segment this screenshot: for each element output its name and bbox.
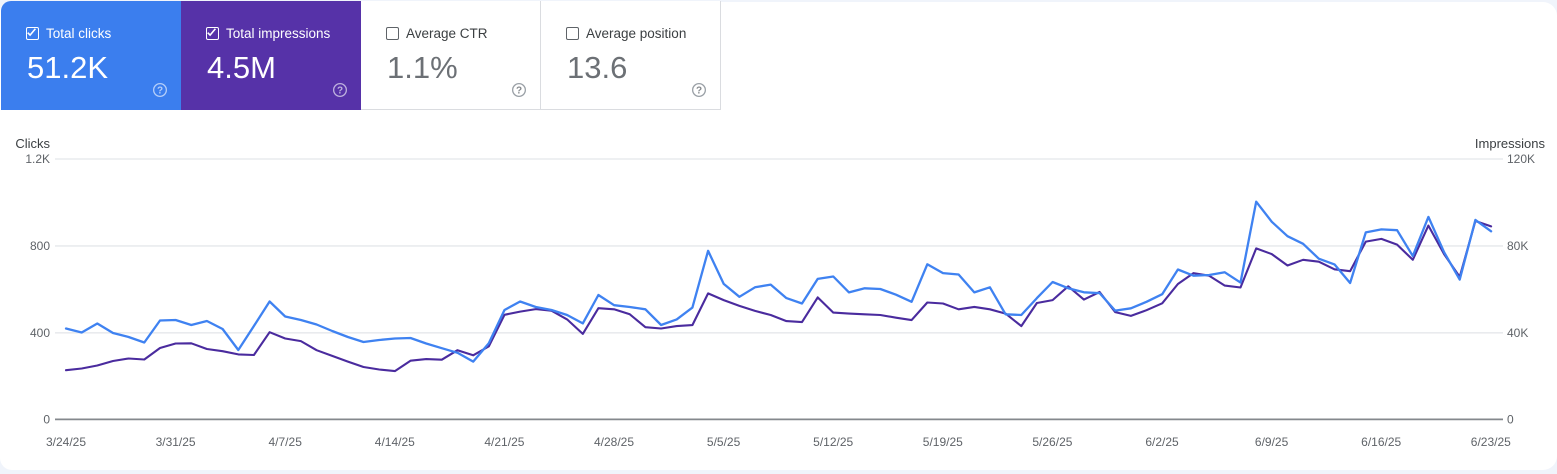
svg-text:400: 400 xyxy=(30,326,50,340)
svg-text:5/19/25: 5/19/25 xyxy=(923,435,963,449)
svg-text:4/14/25: 4/14/25 xyxy=(375,435,415,449)
svg-text:3/31/25: 3/31/25 xyxy=(156,435,196,449)
svg-text:?: ? xyxy=(696,85,702,96)
svg-text:3/24/25: 3/24/25 xyxy=(46,435,86,449)
svg-text:0: 0 xyxy=(1507,413,1514,427)
svg-text:80K: 80K xyxy=(1507,239,1528,253)
svg-text:Impressions: Impressions xyxy=(1475,136,1546,151)
svg-text:Clicks: Clicks xyxy=(15,136,50,151)
svg-text:6/9/25: 6/9/25 xyxy=(1255,435,1289,449)
svg-text:?: ? xyxy=(516,85,522,96)
svg-text:0: 0 xyxy=(43,413,50,427)
svg-text:5/12/25: 5/12/25 xyxy=(813,435,853,449)
svg-text:6/23/25: 6/23/25 xyxy=(1471,435,1511,449)
svg-text:?: ? xyxy=(157,85,163,96)
svg-text:4/21/25: 4/21/25 xyxy=(484,435,524,449)
svg-text:4/28/25: 4/28/25 xyxy=(594,435,634,449)
svg-text:1.2K: 1.2K xyxy=(25,152,50,166)
svg-text:6/16/25: 6/16/25 xyxy=(1361,435,1401,449)
svg-text:5/5/25: 5/5/25 xyxy=(707,435,741,449)
svg-text:6/2/25: 6/2/25 xyxy=(1145,435,1179,449)
svg-text:?: ? xyxy=(337,85,343,96)
svg-text:5/26/25: 5/26/25 xyxy=(1032,435,1072,449)
svg-text:40K: 40K xyxy=(1507,326,1528,340)
svg-text:120K: 120K xyxy=(1507,152,1535,166)
svg-text:800: 800 xyxy=(30,239,50,253)
svg-text:4/7/25: 4/7/25 xyxy=(269,435,303,449)
